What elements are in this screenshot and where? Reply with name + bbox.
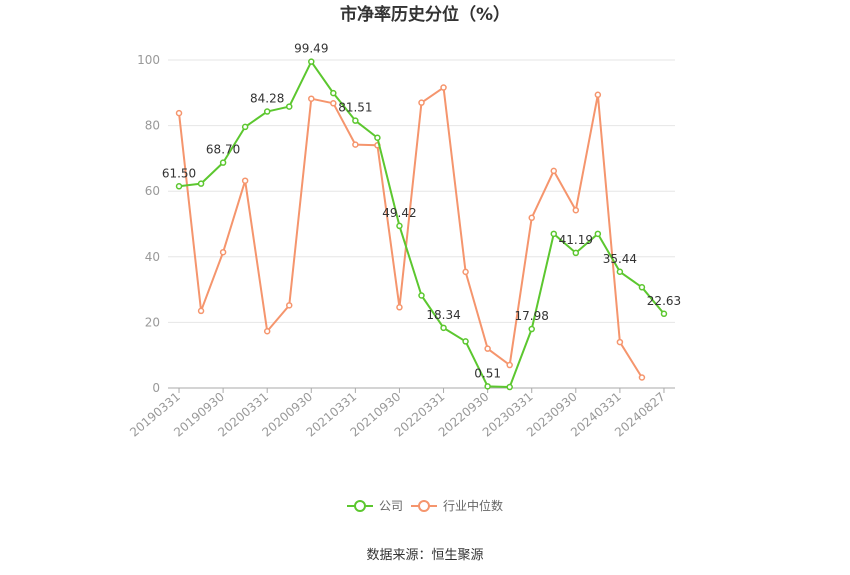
chart-title: 市净率历史分位（%）: [340, 4, 510, 25]
data-label: 35.44: [603, 252, 637, 266]
x-axis: 2019033120190930202003312020093020210331…: [127, 387, 675, 440]
legend-item-industry[interactable]: 行业中位数: [411, 498, 503, 513]
data-label: 61.50: [162, 166, 196, 180]
data-point[interactable]: [484, 383, 491, 390]
legend-industry-label: 行业中位数: [443, 498, 503, 513]
y-axis: 0 20 40 60 80 100: [137, 53, 160, 395]
data-label: 18.34: [426, 308, 460, 322]
data-point[interactable]: [462, 268, 469, 276]
data-point[interactable]: [616, 338, 624, 346]
data-point[interactable]: [396, 222, 403, 230]
data-point[interactable]: [594, 91, 602, 99]
data-point[interactable]: [572, 249, 580, 257]
data-point[interactable]: [285, 302, 293, 309]
y-tick-label: 0: [152, 381, 160, 395]
data-point[interactable]: [197, 307, 205, 315]
series-layer: [175, 58, 668, 391]
data-point[interactable]: [572, 206, 580, 214]
data-source: 数据来源：恒生聚源: [366, 548, 483, 563]
data-point[interactable]: [638, 284, 646, 291]
data-point[interactable]: [594, 230, 602, 238]
data-point[interactable]: [396, 304, 403, 311]
data-point[interactable]: [484, 345, 491, 352]
legend-item-company[interactable]: 公司: [347, 499, 403, 513]
legend[interactable]: 公司 行业中位数: [347, 498, 503, 513]
data-label: 22.63: [647, 294, 681, 308]
series-line: [178, 86, 643, 379]
data-point[interactable]: [528, 325, 535, 333]
data-point[interactable]: [440, 84, 447, 91]
data-point[interactable]: [175, 109, 183, 117]
y-tick-label: 20: [145, 315, 160, 329]
data-point[interactable]: [263, 328, 271, 335]
data-label: 41.19: [559, 233, 593, 247]
data-point[interactable]: [352, 117, 359, 124]
y-tick-label: 80: [145, 119, 160, 133]
data-point[interactable]: [219, 159, 227, 166]
data-point[interactable]: [241, 177, 249, 184]
y-tick-label: 40: [145, 250, 160, 264]
grid-lines: [168, 59, 675, 323]
data-point[interactable]: [175, 183, 183, 190]
data-point[interactable]: [219, 248, 227, 256]
y-tick-label: 100: [137, 53, 160, 67]
data-point[interactable]: [506, 361, 513, 369]
data-point[interactable]: [550, 230, 558, 238]
data-point[interactable]: [528, 214, 535, 222]
data-label: 81.51: [338, 101, 372, 115]
data-point[interactable]: [285, 103, 293, 110]
data-point[interactable]: [462, 338, 469, 345]
data-point[interactable]: [616, 268, 624, 276]
data-point[interactable]: [440, 324, 447, 332]
data-label: 84.28: [250, 92, 284, 106]
data-point[interactable]: [330, 100, 337, 107]
legend-industry-marker-icon: [418, 500, 430, 512]
data-point[interactable]: [660, 310, 668, 318]
data-point[interactable]: [330, 89, 337, 97]
legend-company-marker-icon: [354, 500, 366, 512]
data-point[interactable]: [197, 180, 205, 187]
series-company: [175, 58, 668, 391]
data-label: 49.42: [382, 206, 416, 220]
data-point[interactable]: [418, 99, 425, 106]
data-point[interactable]: [374, 134, 381, 141]
data-point[interactable]: [550, 167, 558, 175]
data-point[interactable]: [352, 141, 359, 148]
data-label: 99.49: [294, 42, 328, 56]
data-point[interactable]: [638, 374, 646, 381]
y-tick-label: 60: [145, 184, 160, 198]
data-point[interactable]: [308, 58, 315, 65]
data-label: 0.51: [474, 366, 501, 380]
data-label: 17.98: [515, 309, 549, 323]
legend-company-label: 公司: [379, 499, 403, 513]
data-labels: 61.50 68.70 84.28 99.49 81.51 49.42 18.34 0.51 1…: [162, 42, 681, 381]
data-point[interactable]: [308, 95, 315, 102]
data-point[interactable]: [506, 383, 513, 391]
data-label: 68.70: [206, 143, 240, 157]
data-point[interactable]: [418, 292, 425, 299]
data-point[interactable]: [241, 123, 249, 131]
data-point[interactable]: [263, 108, 271, 115]
